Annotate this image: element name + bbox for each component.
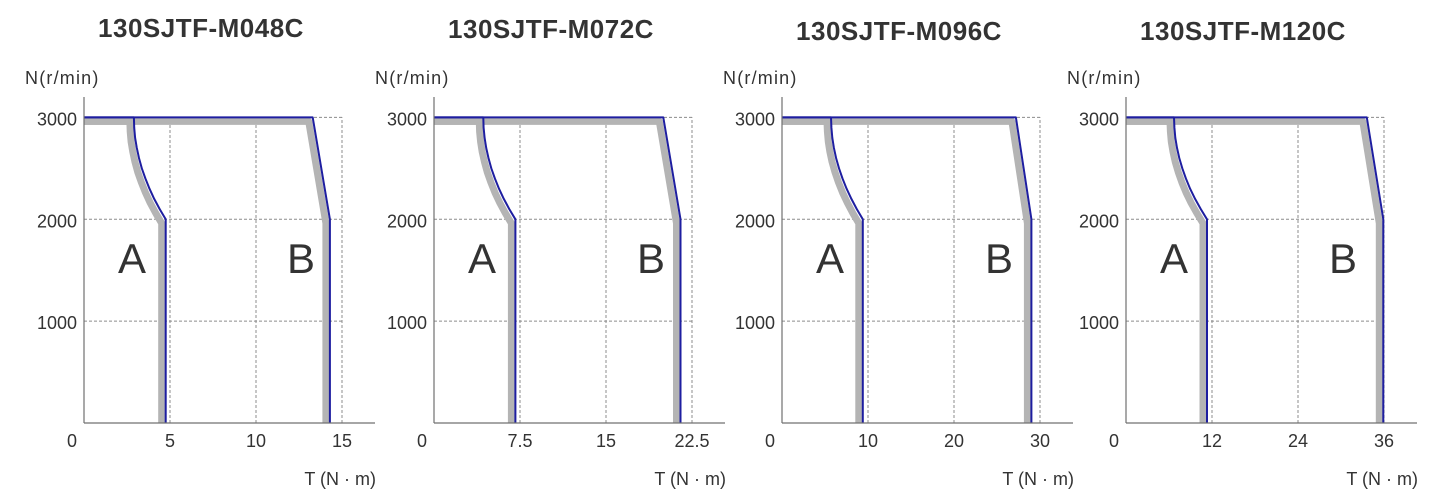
x-tick-label: 7.5 <box>507 431 532 451</box>
x-tick-label: 0 <box>67 431 77 451</box>
zone-label-b: B <box>637 235 665 282</box>
zone-a-band <box>1126 117 1207 423</box>
zone-label-b: B <box>1329 235 1357 282</box>
y-axis-label: N(r/min) <box>25 68 100 88</box>
y-axis-label: N(r/min) <box>1067 68 1142 88</box>
zone-a-curve <box>1126 116 1208 423</box>
zone-b-band <box>84 117 330 423</box>
zone-a-curve <box>434 116 517 423</box>
zone-a-band <box>84 117 166 423</box>
y-axis-label: N(r/min) <box>375 68 450 88</box>
x-tick-label: 36 <box>1374 431 1394 451</box>
zone-a-band <box>782 117 863 423</box>
x-tick-label: 12 <box>1202 431 1222 451</box>
torque-speed-chart: A B 1000 2000 3000 0 5 10 15 N(r/min) T (N · m) 130… <box>25 13 376 489</box>
y-tick-label: 1000 <box>735 313 775 333</box>
y-tick-label: 2000 <box>387 211 427 231</box>
zone-b-band <box>1126 117 1383 423</box>
zone-b-curve <box>434 116 682 423</box>
zone-b-band <box>782 117 1031 423</box>
x-tick-label: 22.5 <box>674 431 709 451</box>
zone-label-a: A <box>1160 235 1188 282</box>
y-tick-label: 2000 <box>37 211 77 231</box>
x-tick-label: 15 <box>332 431 352 451</box>
torque-speed-chart: A B 1000 2000 3000 0 12 24 36 N(r/min) T (N · m) 13… <box>1067 16 1418 489</box>
x-tick-label: 30 <box>1030 431 1050 451</box>
zone-b-curve <box>1126 116 1385 423</box>
zone-b-band <box>434 117 680 423</box>
x-tick-label: 0 <box>417 431 427 451</box>
zone-label-b: B <box>985 235 1013 282</box>
x-tick-label: 24 <box>1288 431 1308 451</box>
x-axis-label: T (N · m) <box>304 469 376 489</box>
x-axis-label: T (N · m) <box>1346 469 1418 489</box>
zone-b-curve <box>84 116 331 423</box>
chart-title: 130SJTF-M096C <box>796 16 1002 46</box>
zone-a-band <box>434 117 515 423</box>
y-tick-label: 2000 <box>1079 211 1119 231</box>
y-tick-label: 1000 <box>37 313 77 333</box>
zone-b-curve <box>782 116 1033 423</box>
y-tick-label: 1000 <box>1079 313 1119 333</box>
x-tick-label: 15 <box>596 431 616 451</box>
zone-a-curve <box>782 116 864 423</box>
x-axis-label: T (N · m) <box>654 469 726 489</box>
zone-label-a: A <box>118 235 146 282</box>
torque-speed-chart: A B 1000 2000 3000 0 10 20 30 N(r/min) T (N · m) 13… <box>723 16 1074 489</box>
torque-speed-chart: A B 1000 2000 3000 0 7.5 15 22.5 N(r/min) T (N · m… <box>375 14 726 489</box>
zone-label-a: A <box>816 235 844 282</box>
x-tick-label: 10 <box>246 431 266 451</box>
y-tick-label: 1000 <box>387 313 427 333</box>
y-tick-label: 3000 <box>37 109 77 129</box>
y-tick-label: 3000 <box>387 109 427 129</box>
chart-title: 130SJTF-M048C <box>98 13 304 43</box>
zone-label-b: B <box>287 235 315 282</box>
x-tick-label: 20 <box>944 431 964 451</box>
y-tick-label: 3000 <box>1079 109 1119 129</box>
y-tick-label: 2000 <box>735 211 775 231</box>
x-tick-label: 5 <box>165 431 175 451</box>
y-tick-label: 3000 <box>735 109 775 129</box>
zone-a-curve <box>84 116 167 423</box>
x-tick-label: 10 <box>858 431 878 451</box>
y-axis-label: N(r/min) <box>723 68 798 88</box>
zone-label-a: A <box>468 235 496 282</box>
x-tick-label: 0 <box>1109 431 1119 451</box>
chart-title: 130SJTF-M072C <box>448 14 654 44</box>
x-tick-label: 0 <box>765 431 775 451</box>
chart-title: 130SJTF-M120C <box>1140 16 1346 46</box>
x-axis-label: T (N · m) <box>1002 469 1074 489</box>
